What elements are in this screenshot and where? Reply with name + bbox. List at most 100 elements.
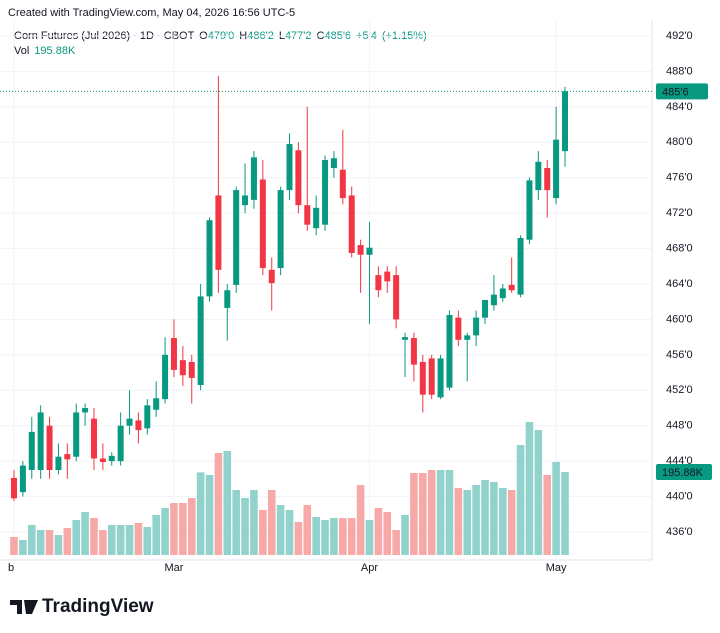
- y-tick-label: 468'0: [666, 242, 693, 254]
- candle-body: [206, 220, 213, 297]
- volume-bar: [347, 518, 356, 555]
- y-tick-label: 484'0: [666, 101, 693, 113]
- volume-bar: [534, 430, 543, 555]
- volume-bar: [436, 470, 445, 555]
- candle-body: [64, 454, 71, 460]
- volume-bar: [445, 470, 454, 555]
- volume-bar: [419, 473, 427, 555]
- candle-body: [179, 360, 186, 376]
- volume-bar: [516, 445, 525, 555]
- candle-body: [277, 190, 284, 269]
- volume-bar: [250, 490, 258, 555]
- candle-body: [366, 247, 373, 255]
- volume-bar: [36, 530, 45, 555]
- volume-value: 195.88K: [34, 45, 76, 57]
- volume-bar: [321, 520, 329, 555]
- candle-body: [375, 275, 382, 291]
- y-tick-label: 472'0: [666, 207, 693, 219]
- candle-body: [188, 361, 195, 378]
- candle-body: [455, 317, 462, 340]
- volume-bar: [205, 475, 214, 555]
- volume-bar: [214, 453, 223, 555]
- volume-bar: [223, 451, 232, 555]
- caption: Created with TradingView.com, May 04, 20…: [8, 7, 295, 19]
- y-tick-label: 460'0: [666, 313, 693, 325]
- volume-bar: [143, 527, 152, 555]
- volume-bar: [45, 530, 54, 555]
- x-tick-label: May: [546, 562, 567, 574]
- candle-body: [90, 418, 97, 459]
- volume-bar: [276, 505, 285, 555]
- y-tick-label: 436'0: [666, 526, 693, 538]
- volume-bar: [54, 535, 63, 555]
- y-tick-label: 456'0: [666, 349, 693, 361]
- volume-bar: [392, 530, 400, 555]
- candle-body: [428, 358, 435, 395]
- volume-bar: [463, 490, 472, 555]
- volume-bar: [125, 525, 134, 555]
- volume-bar: [170, 503, 178, 555]
- candle-body: [330, 158, 337, 168]
- y-tick-label: 492'0: [666, 30, 693, 42]
- y-tick-label: 448'0: [666, 420, 693, 432]
- volume-tag-label: 195.88K: [662, 467, 704, 479]
- volume-bar: [63, 528, 72, 555]
- candle-body: [393, 275, 400, 320]
- candle-body: [482, 299, 489, 318]
- candle-body: [46, 425, 53, 470]
- volume-bar: [365, 520, 374, 555]
- candle-body: [135, 420, 142, 431]
- volume-bar: [99, 530, 107, 555]
- volume-header: Vol 195.88K: [14, 45, 76, 57]
- volume-bar: [72, 520, 81, 555]
- candle-body: [126, 418, 133, 426]
- volume-bar: [196, 472, 205, 555]
- y-tick-label: 452'0: [666, 384, 693, 396]
- volume-bar: [259, 510, 267, 555]
- candle-body: [339, 169, 346, 199]
- candle-body: [233, 190, 240, 285]
- candle-body: [322, 160, 329, 225]
- volume-bar: [161, 508, 169, 555]
- volume-bar: [427, 470, 436, 555]
- volume-bar: [10, 537, 18, 555]
- volume-bar: [507, 490, 516, 555]
- volume-bar: [232, 490, 240, 555]
- candle-body: [11, 477, 17, 499]
- volume-bar: [294, 522, 303, 555]
- candle-body: [402, 337, 409, 340]
- candle-body: [490, 294, 497, 306]
- volume-bar: [241, 498, 249, 555]
- candle-body: [259, 179, 266, 269]
- last-price-tag: [656, 83, 708, 100]
- candle-body: [535, 161, 542, 191]
- volume-bar: [27, 525, 36, 555]
- volume-bar: [525, 422, 534, 555]
- candle-body: [144, 405, 151, 429]
- candle-body: [473, 317, 480, 336]
- volume-title: Vol: [14, 45, 29, 57]
- y-tick-label: 488'0: [666, 65, 693, 77]
- candle-body: [348, 195, 355, 253]
- candle-body: [268, 269, 275, 284]
- candle-body: [108, 455, 115, 462]
- candle-body: [82, 408, 89, 413]
- volume-bar: [107, 525, 116, 555]
- candle-body: [224, 290, 231, 308]
- volume-bar: [179, 503, 187, 555]
- candle-body: [55, 456, 62, 470]
- candle-body: [508, 284, 515, 291]
- candle-body: [295, 150, 302, 206]
- candle-body: [419, 361, 426, 395]
- volume-bar: [19, 540, 27, 555]
- candle-body: [384, 271, 391, 282]
- x-tick-label: b: [8, 562, 14, 574]
- candle-body: [73, 412, 80, 457]
- candle-body: [562, 91, 568, 152]
- volume-bar: [498, 488, 507, 555]
- volume-bar: [152, 515, 160, 555]
- candle-body: [410, 338, 417, 365]
- candle-body: [553, 139, 560, 199]
